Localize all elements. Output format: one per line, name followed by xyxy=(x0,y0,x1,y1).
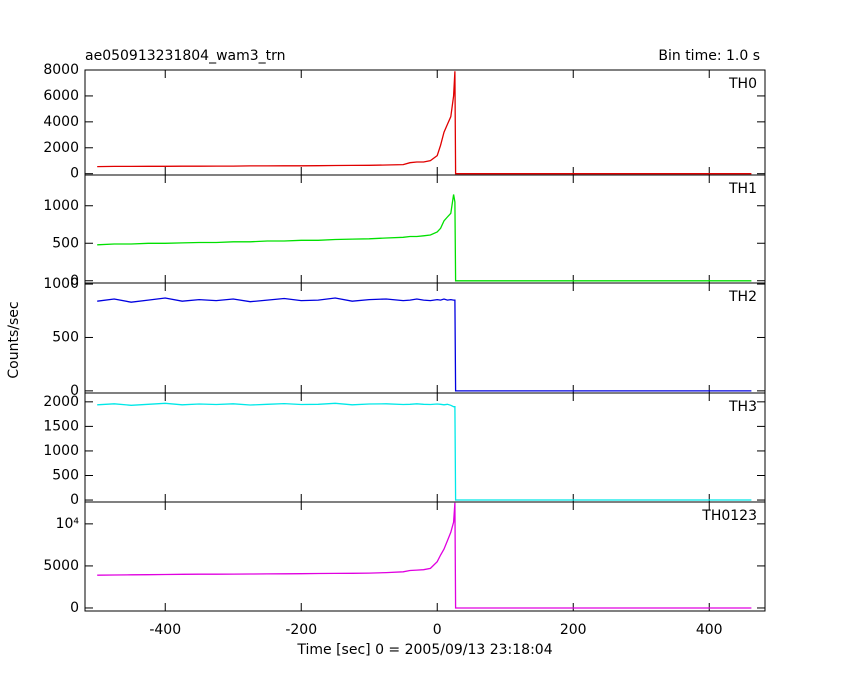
x-axis-label: Time [sec] 0 = 2005/09/13 23:18:04 xyxy=(296,642,552,658)
light-curve xyxy=(97,71,752,175)
light-curve xyxy=(97,402,752,501)
chart-title: ae050913231804_wam3_trn xyxy=(85,48,286,64)
y-tick-label: 4000 xyxy=(43,114,79,130)
x-tick-label: -200 xyxy=(285,622,317,638)
bin-time: Bin time: 1.0 s xyxy=(658,48,760,64)
y-tick-label: 0 xyxy=(70,166,79,182)
y-tick-label: 1500 xyxy=(43,418,79,434)
y-tick-label: 1000 xyxy=(43,443,79,459)
light-curve xyxy=(97,297,752,392)
y-tick-label: 5000 xyxy=(43,558,79,574)
x-tick-label: 200 xyxy=(560,622,587,638)
panel-frame xyxy=(84,282,766,394)
y-tick-label: 6000 xyxy=(43,88,79,104)
y-tick-label: 10⁴ xyxy=(56,516,80,532)
y-tick-label: 1000 xyxy=(43,198,79,214)
y-tick-label: 1000 xyxy=(43,276,79,292)
panel-label: TH1 xyxy=(728,181,757,197)
panel-label: TH3 xyxy=(728,399,757,415)
y-tick-label: 2000 xyxy=(43,394,79,410)
light-curve xyxy=(97,194,752,282)
y-tick-label: 8000 xyxy=(43,62,79,78)
y-tick-label: 500 xyxy=(52,235,79,251)
y-tick-label: 0 xyxy=(70,383,79,399)
y-tick-label: 2000 xyxy=(43,140,79,156)
y-tick-label: 0 xyxy=(70,600,79,616)
light-curve xyxy=(97,502,752,609)
panel-frame xyxy=(84,392,766,503)
panel-frame xyxy=(84,501,766,612)
panel-label: TH2 xyxy=(728,289,757,305)
panel-frame xyxy=(84,174,766,284)
y-axis-label: Counts/sec xyxy=(6,301,22,378)
y-tick-label: 500 xyxy=(52,329,79,345)
panel-label: TH0 xyxy=(728,76,757,92)
x-tick-label: -400 xyxy=(149,622,181,638)
y-tick-label: 500 xyxy=(52,467,79,483)
x-tick-label: 0 xyxy=(433,622,442,638)
x-tick-label: 400 xyxy=(696,622,723,638)
panel-label: TH0123 xyxy=(701,508,757,524)
y-tick-label: 0 xyxy=(70,273,79,289)
y-tick-label: 0 xyxy=(70,492,79,508)
panel-frame xyxy=(84,69,766,176)
